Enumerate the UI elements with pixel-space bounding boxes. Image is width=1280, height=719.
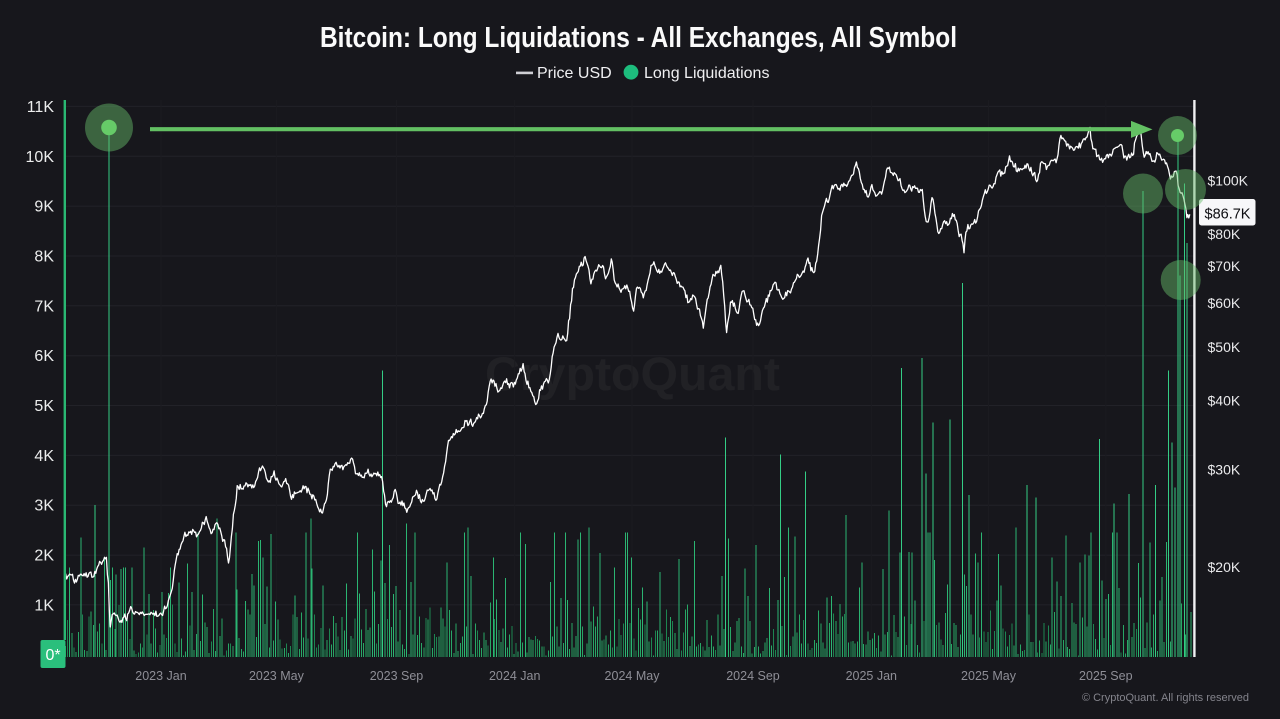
svg-text:Long Liquidations: Long Liquidations <box>644 65 769 82</box>
svg-text:$70K: $70K <box>1208 258 1241 274</box>
svg-text:Price USD: Price USD <box>537 65 612 82</box>
svg-text:7K: 7K <box>34 298 54 315</box>
svg-text:Bitcoin: Long Liquidations - A: Bitcoin: Long Liquidations - All Exchang… <box>320 22 957 54</box>
svg-text:$20K: $20K <box>1208 559 1241 575</box>
svg-text:2024 May: 2024 May <box>605 669 661 683</box>
svg-text:2024 Jan: 2024 Jan <box>489 669 540 683</box>
svg-text:$40K: $40K <box>1208 393 1241 409</box>
svg-text:2K: 2K <box>34 548 54 565</box>
svg-text:2023 Jan: 2023 Jan <box>135 669 186 683</box>
svg-text:$86.7K: $86.7K <box>1205 207 1251 223</box>
svg-text:2025 May: 2025 May <box>961 669 1017 683</box>
svg-text:9K: 9K <box>34 199 54 216</box>
svg-text:CryptoQuant: CryptoQuant <box>485 348 780 401</box>
svg-text:© CryptoQuant. All rights rese: © CryptoQuant. All rights reserved <box>1082 692 1249 704</box>
svg-text:2023 May: 2023 May <box>249 669 305 683</box>
svg-text:2024 Sep: 2024 Sep <box>726 669 780 683</box>
svg-text:1K: 1K <box>34 597 54 614</box>
svg-text:6K: 6K <box>34 348 54 365</box>
svg-text:11K: 11K <box>27 99 55 116</box>
svg-text:3K: 3K <box>34 498 54 515</box>
svg-text:$80K: $80K <box>1208 226 1241 242</box>
svg-text:$60K: $60K <box>1208 295 1241 311</box>
svg-text:5K: 5K <box>34 398 54 415</box>
svg-text:$50K: $50K <box>1208 339 1241 355</box>
svg-text:0*: 0* <box>45 647 60 664</box>
svg-text:$30K: $30K <box>1208 462 1241 478</box>
svg-text:$100K: $100K <box>1208 173 1249 189</box>
svg-text:2025 Jan: 2025 Jan <box>846 669 897 683</box>
svg-text:2023 Sep: 2023 Sep <box>370 669 424 683</box>
svg-text:8K: 8K <box>34 249 54 266</box>
svg-text:4K: 4K <box>34 448 54 465</box>
svg-text:2025 Sep: 2025 Sep <box>1079 669 1133 683</box>
svg-text:10K: 10K <box>26 149 55 166</box>
